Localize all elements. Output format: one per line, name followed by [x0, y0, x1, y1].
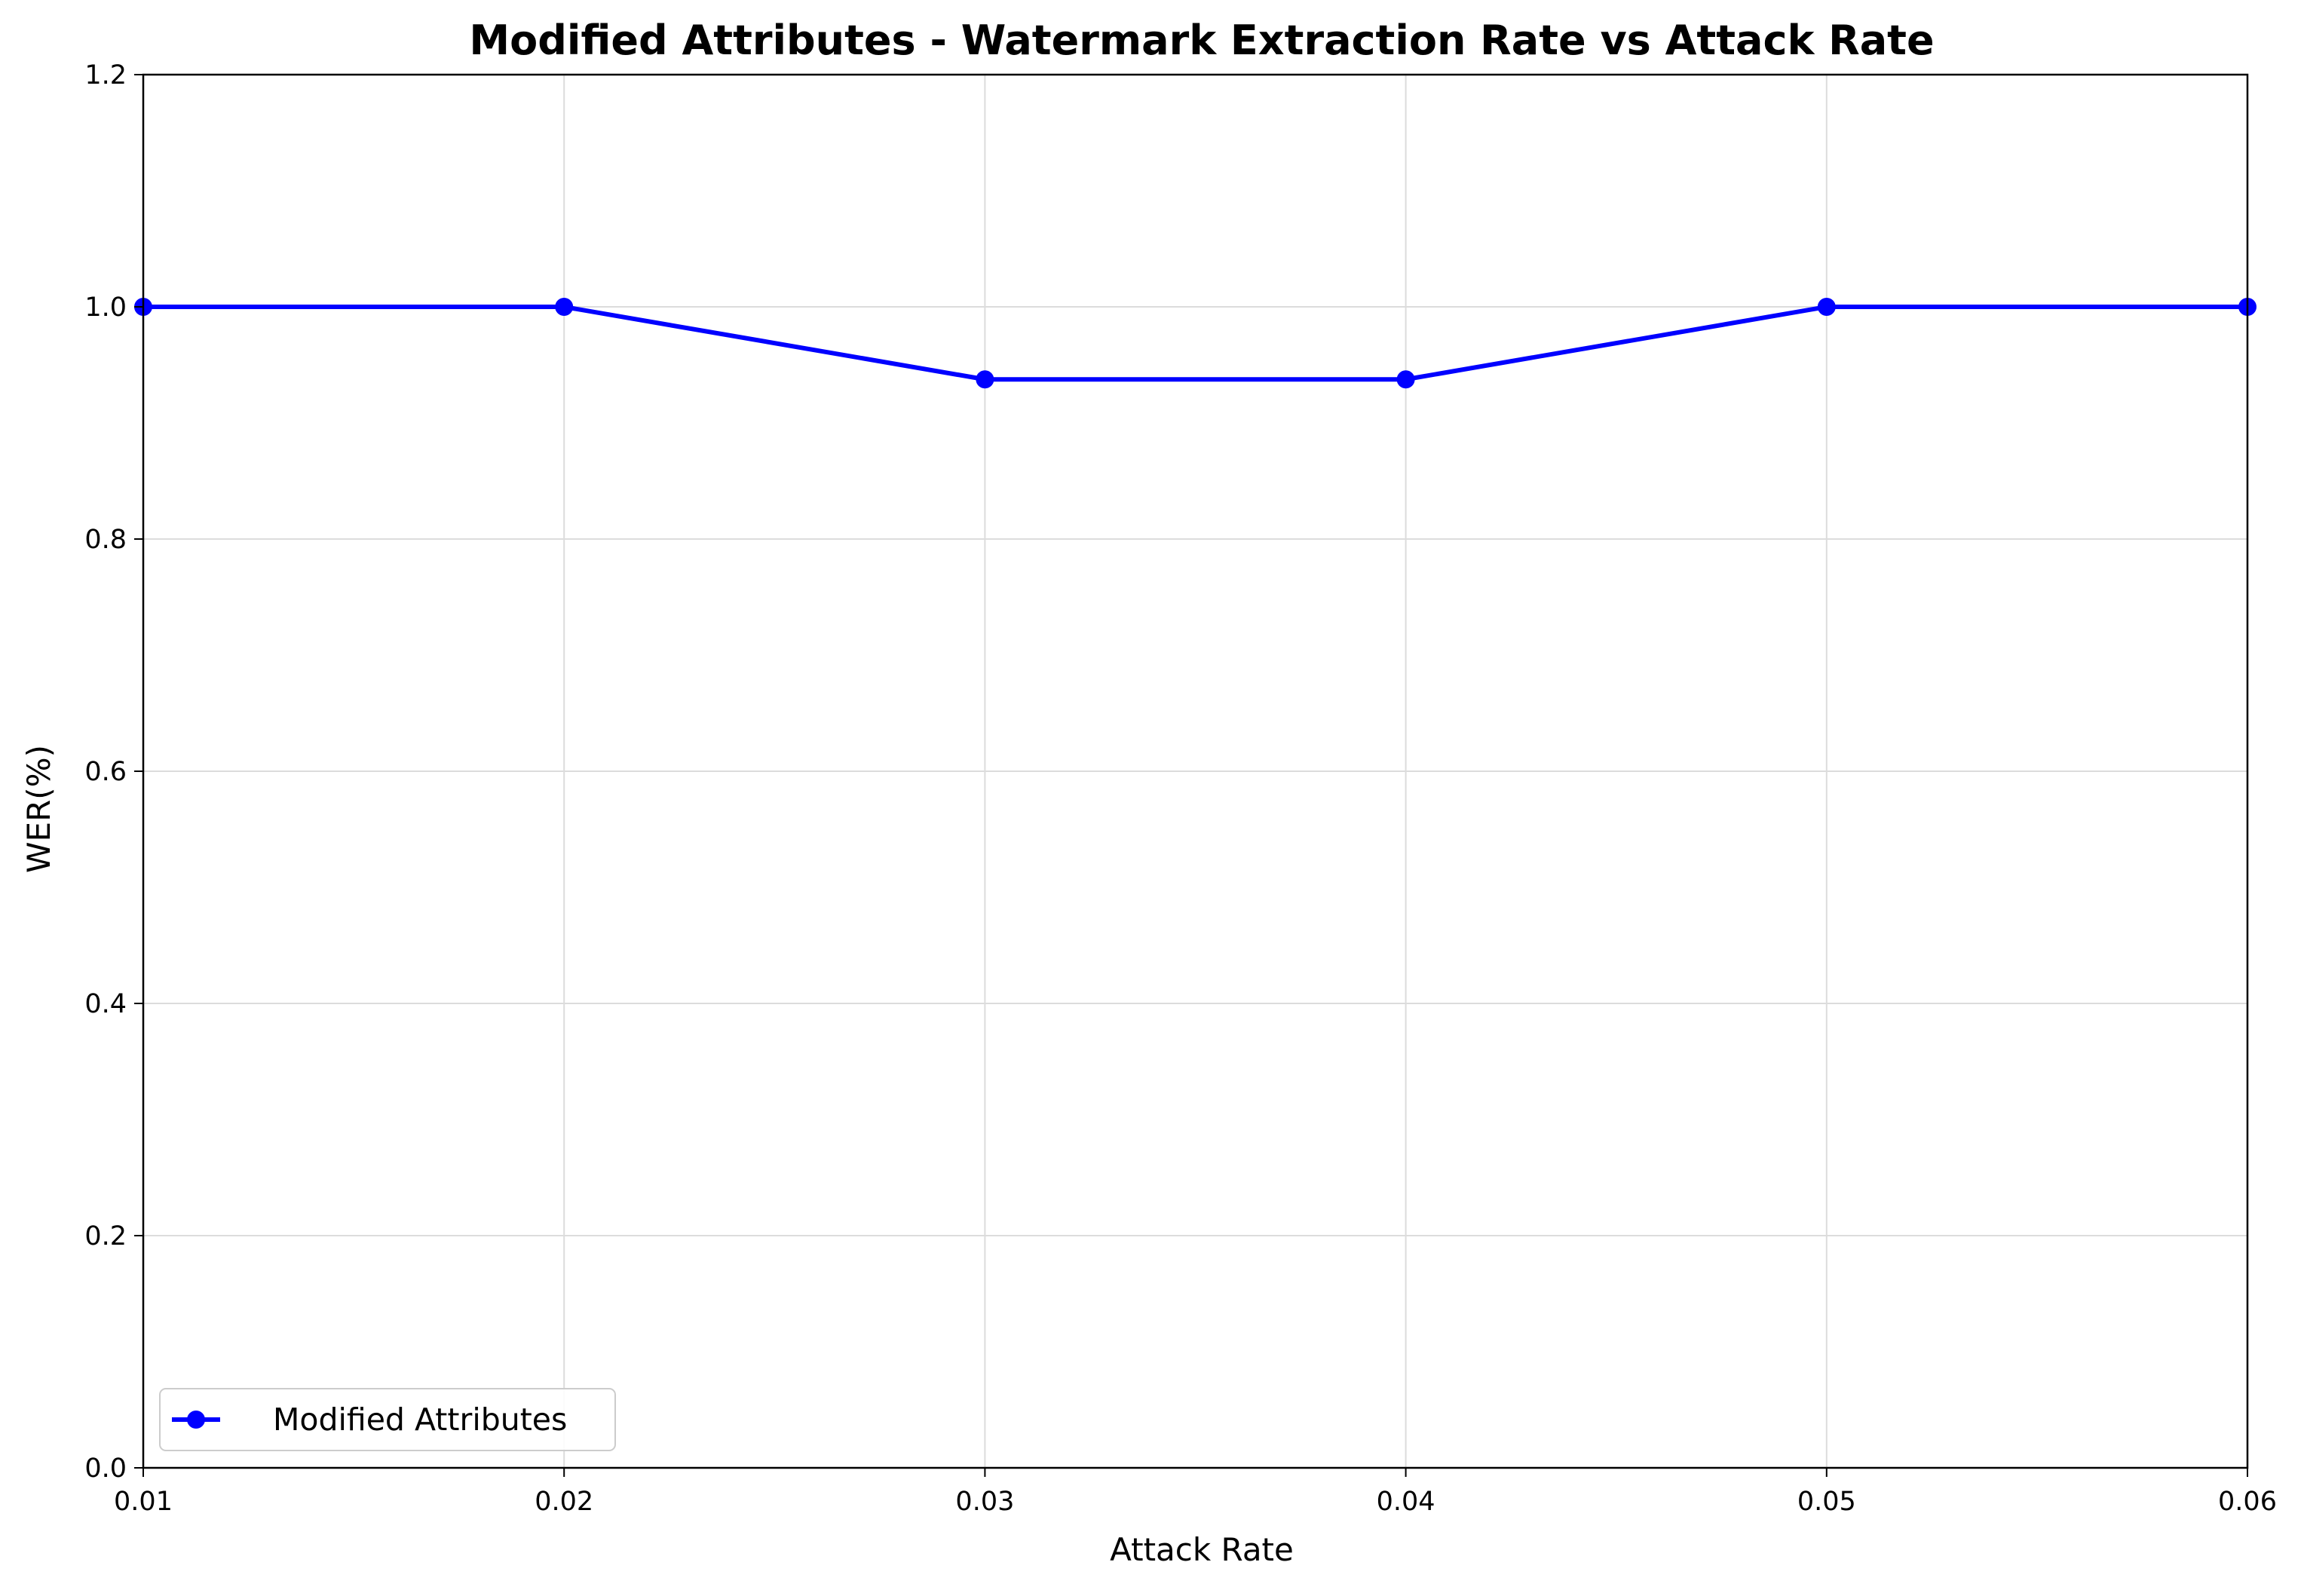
chart-title: Modified Attributes - Watermark Extracti… [469, 17, 1934, 64]
x-tick-label: 0.04 [1377, 1487, 1435, 1517]
x-tick-label: 0.02 [535, 1487, 593, 1517]
x-tick-label: 0.01 [114, 1487, 173, 1517]
y-tick-label: 1.2 [84, 60, 127, 90]
legend-box [159, 1388, 616, 1451]
x-tick-label: 0.05 [1797, 1487, 1856, 1517]
x-tick-label: 0.03 [955, 1487, 1014, 1517]
tick-labels: 0.01 0.02 0.03 0.04 0.05 0.06 0.0 0.2 0.4 0.6 0.8 1… [84, 60, 2277, 1517]
data-point [1817, 298, 1836, 316]
y-axis-label: WER(%) [20, 745, 57, 873]
x-tick-label: 0.06 [2218, 1487, 2277, 1517]
plot-frame [142, 73, 2249, 1469]
y-tick-label: 0.4 [84, 989, 127, 1019]
axes [134, 73, 2249, 1477]
data-point [976, 370, 994, 389]
legend: Modified Attributes [159, 1388, 616, 1451]
y-tick-label: 1.0 [84, 293, 127, 323]
y-tick-label: 0.8 [84, 525, 127, 555]
y-tick-label: 0.6 [84, 757, 127, 787]
y-tick-label: 0.2 [84, 1221, 127, 1251]
x-axis-label: Attack Rate [1110, 1531, 1294, 1568]
y-tick-label: 0.0 [84, 1454, 127, 1484]
series-line [143, 305, 2247, 382]
legend-entry-label: Modified Attributes [273, 1401, 567, 1438]
series-layer [134, 298, 2257, 389]
legend-marker [187, 1411, 205, 1429]
data-point [555, 298, 574, 316]
data-point [1396, 370, 1415, 389]
